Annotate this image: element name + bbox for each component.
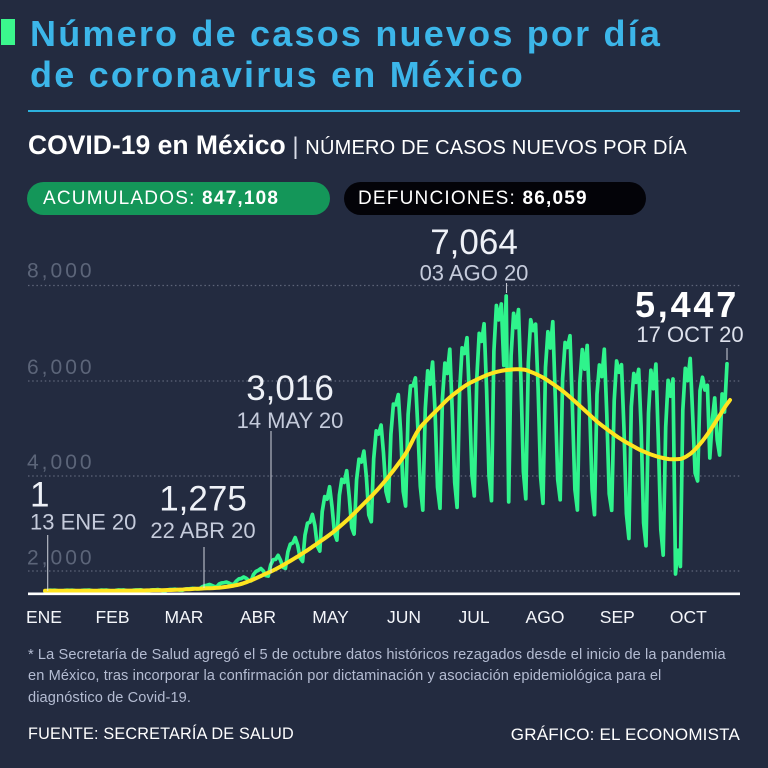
svg-text:6,000: 6,000 bbox=[27, 356, 95, 379]
svg-text:ABR: ABR bbox=[240, 607, 276, 627]
svg-text:8,000: 8,000 bbox=[27, 260, 95, 283]
svg-text:MAY: MAY bbox=[312, 607, 349, 627]
svg-text:ENE: ENE bbox=[26, 607, 62, 627]
svg-text:7,064: 7,064 bbox=[430, 223, 518, 262]
svg-text:1: 1 bbox=[30, 476, 49, 515]
svg-text:5,447: 5,447 bbox=[635, 284, 739, 325]
svg-text:3,016: 3,016 bbox=[246, 369, 334, 408]
svg-text:22 ABR 20: 22 ABR 20 bbox=[150, 518, 255, 543]
svg-text:JUL: JUL bbox=[458, 607, 489, 627]
svg-text:JUN: JUN bbox=[387, 607, 421, 627]
svg-text:2,000: 2,000 bbox=[27, 547, 95, 570]
svg-text:SEP: SEP bbox=[600, 607, 635, 627]
svg-text:03 AGO 20: 03 AGO 20 bbox=[420, 261, 529, 286]
svg-text:13 ENE 20: 13 ENE 20 bbox=[30, 510, 136, 535]
svg-text:1,275: 1,275 bbox=[159, 480, 247, 519]
svg-text:4,000: 4,000 bbox=[27, 451, 95, 474]
svg-text:MAR: MAR bbox=[165, 607, 204, 627]
svg-text:FEB: FEB bbox=[95, 607, 129, 627]
svg-text:14 MAY 20: 14 MAY 20 bbox=[237, 408, 344, 433]
svg-text:AGO: AGO bbox=[526, 607, 565, 627]
svg-text:OCT: OCT bbox=[670, 607, 707, 627]
svg-text:17 OCT 20: 17 OCT 20 bbox=[636, 322, 743, 347]
